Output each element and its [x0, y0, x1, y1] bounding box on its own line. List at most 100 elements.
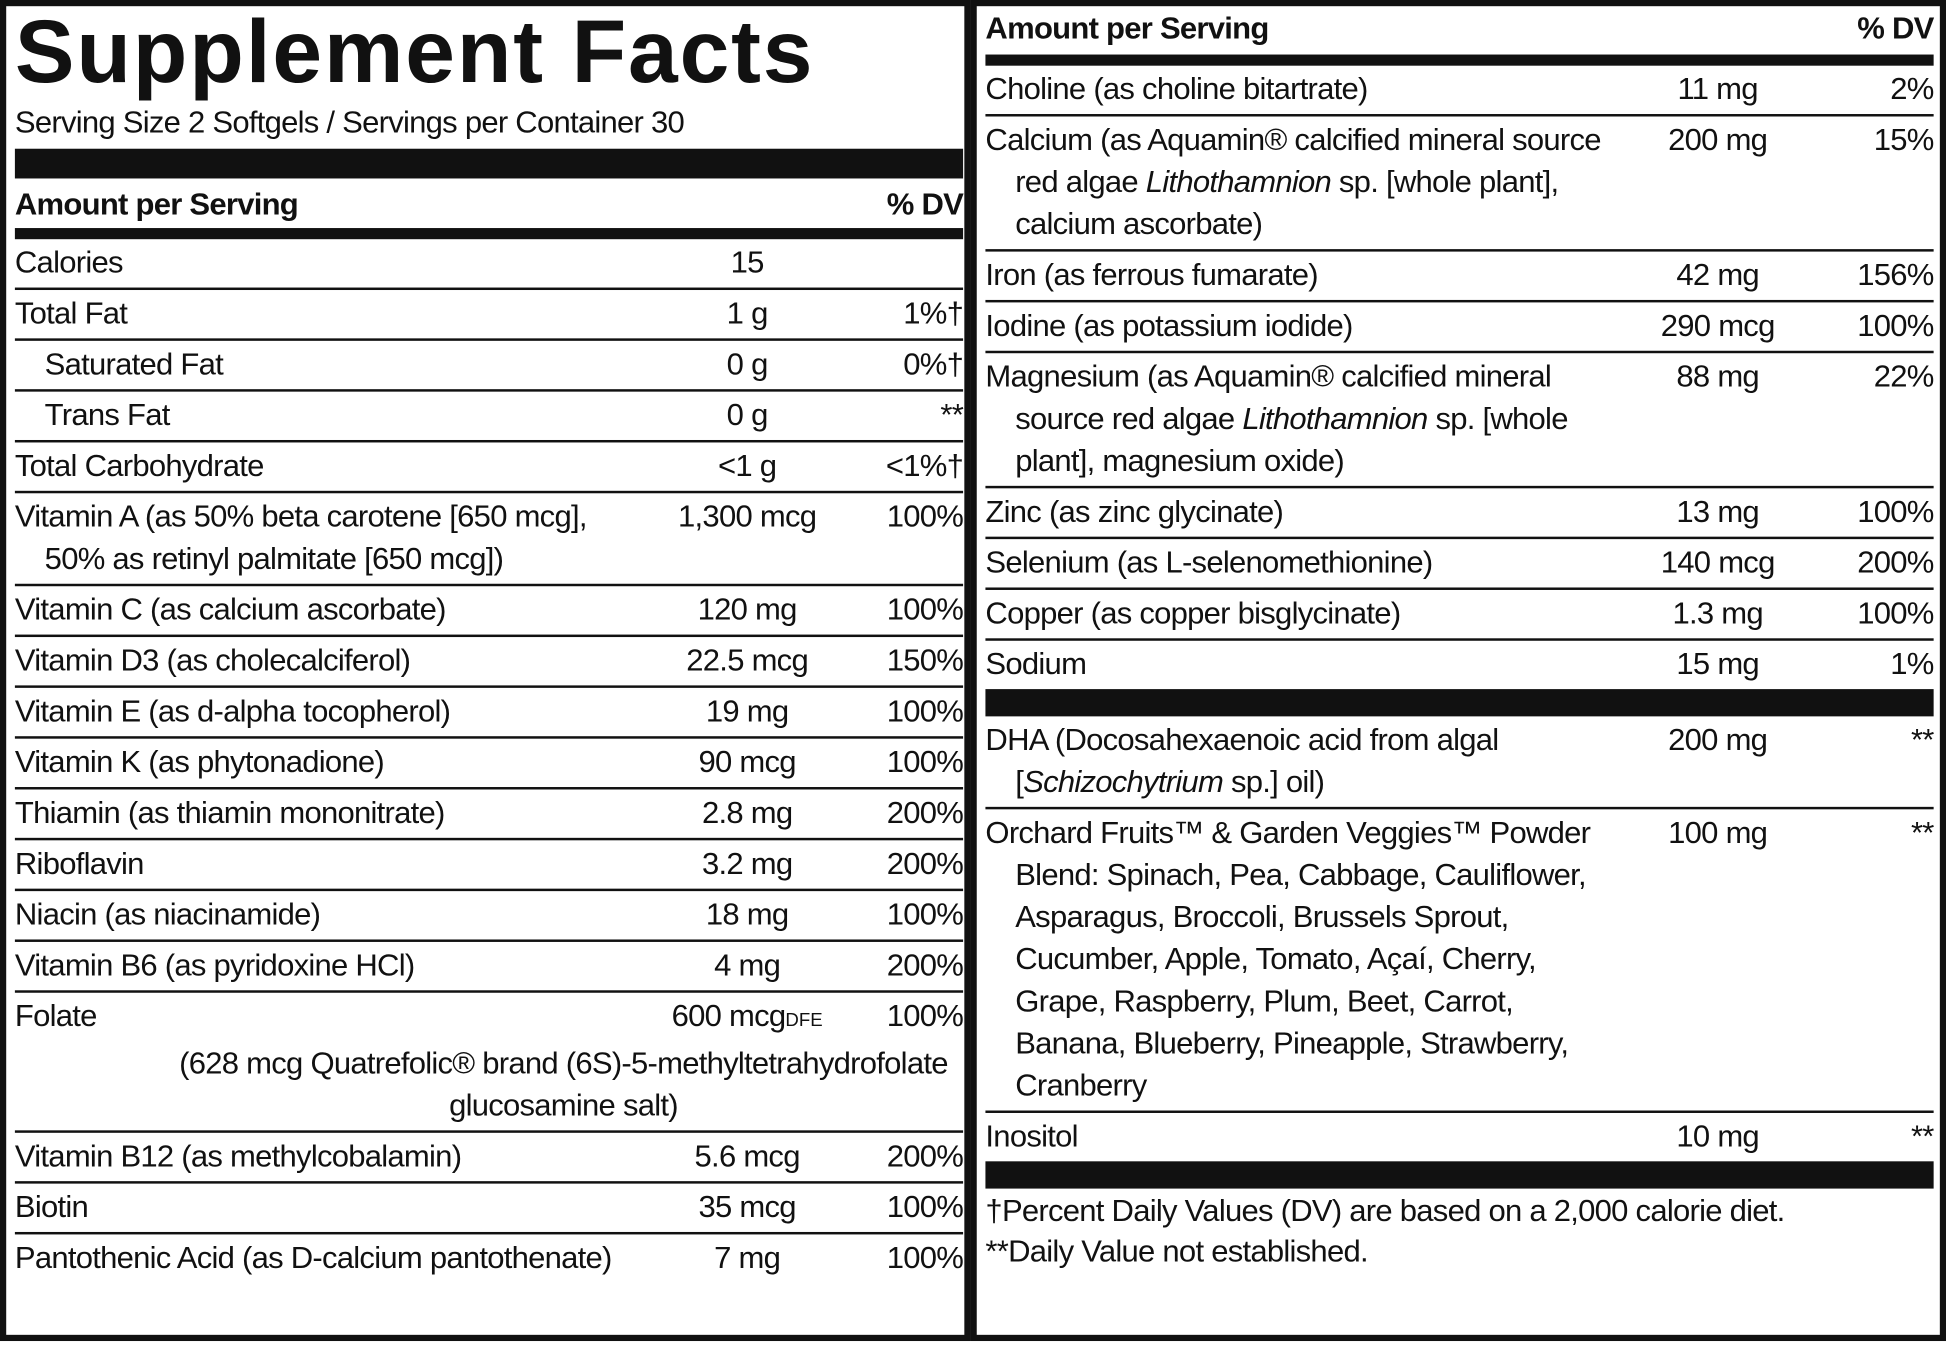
name-text: Inositol — [985, 1119, 1078, 1154]
nutrient-name: Thiamin (as thiamin mononitrate) — [15, 792, 642, 834]
daily-value: 100% — [886, 1189, 964, 1225]
serving-size: Serving Size 2 Softgels / Servings per C… — [14, 105, 685, 141]
amount: 15 — [642, 242, 853, 284]
name-text: Vitamin B6 (as pyridoxine HCl) — [14, 948, 415, 983]
row-group: Choline (as choline bitartrate) 11 mg 2% Ca… — [985, 66, 1934, 689]
daily-value: 0%† — [903, 347, 964, 382]
nutrient-name: Vitamin B6 (as pyridoxine HCl) — [15, 944, 642, 986]
name-text: Choline (as choline bitartrate) — [985, 71, 1368, 107]
daily-value: 100% — [886, 744, 964, 780]
amount: 88 mg — [1612, 356, 1823, 482]
nutrient-name: Pantothenic Acid (as D-calcium pantothen… — [15, 1237, 642, 1279]
name-text: Thiamin (as thiamin mononitrate) — [14, 795, 445, 831]
nutrient-row: Copper (as copper bisglycinate) 1.3 mg 100… — [985, 590, 1934, 641]
nutrient-name: Niacin (as niacinamide) — [15, 894, 642, 936]
column-title: Amount per Serving — [985, 11, 1269, 46]
amount: 1.3 mg — [1612, 592, 1823, 634]
name-text: Niacin (as niacinamide) — [14, 897, 321, 933]
amount-value: 15 mg — [1676, 646, 1759, 682]
nutrient-row: Biotin 35 mcg 100% — [14, 1184, 964, 1235]
nutrient-row: Pantothenic Acid (as D-calcium pantothen… — [15, 1234, 964, 1282]
amount: 0 g — [642, 343, 853, 385]
amount: 200 mg — [1612, 119, 1823, 245]
right-frame — [970, 0, 1946, 1342]
amount: 290 mcg — [1612, 305, 1823, 347]
daily-value: 200% — [886, 846, 964, 882]
title: Supplement Facts — [14, 2, 815, 102]
amount-value: 0 g — [726, 397, 769, 433]
nutrient-row: Choline (as choline bitartrate) 11 mg 2% — [985, 66, 1934, 117]
name-text: Vitamin E (as d-alpha tocopherol) — [14, 694, 451, 729]
thick-bar — [14, 148, 964, 179]
amount: 120 mg — [642, 589, 853, 631]
daily-value: ** — [940, 397, 964, 433]
daily-value: 200% — [886, 948, 964, 983]
daily-value: ** — [1910, 722, 1934, 758]
rows: Choline (as choline bitartrate) 11 mg 2% Ca… — [985, 66, 1934, 1273]
nutrient-name: Total Fat — [15, 292, 642, 334]
nutrient-row: Selenium (as L-selenomethionine) 140 mcg 2… — [985, 539, 1934, 590]
amount-value: 90 mcg — [698, 744, 796, 780]
nutrient-row: Riboflavin 3.2 mg 200% — [14, 840, 964, 892]
nutrient-row: Orchard Fruits™ & Garden Veggies™ Powder… — [985, 809, 1934, 1113]
daily-value: 100% — [1857, 596, 1934, 631]
name-text: Copper (as copper bisglycinate) — [985, 596, 1401, 631]
nutrient-row: Vitamin B12 (as methylcobalamin) 5.6 mcg 2… — [14, 1133, 964, 1184]
right-panel: Amount per Serving % DV Choline (as chol… — [985, 5, 1934, 1273]
name-text: Vitamin B12 (as methylcobalamin) — [14, 1139, 462, 1174]
amount-value: 22.5 mcg — [686, 643, 808, 678]
nutrient-name: Total Carbohydrate — [15, 445, 642, 487]
rows: Calories 15 Total Fat 1 g 1%† Saturated Fat 0 … — [14, 239, 964, 1283]
name-text: sp.] oil) — [1223, 764, 1325, 800]
daily-value: 156% — [1857, 257, 1934, 293]
nutrient-row: DHA (Docosahexaenoic acid from algal [Sc… — [985, 716, 1934, 810]
amount: 2.8 mg — [642, 792, 853, 834]
nutrient-name: Calories — [15, 242, 642, 284]
nutrient-row: Total Carbohydrate <1 g <1%† — [14, 442, 964, 494]
row-group: DHA (Docosahexaenoic acid from algal [Sc… — [985, 716, 1934, 1161]
nutrient-name: Sodium — [985, 643, 1612, 685]
name-text: Saturated Fat — [44, 347, 224, 382]
name-text: Riboflavin — [14, 846, 145, 882]
amount-value: 1.3 mg — [1672, 596, 1763, 631]
amount: 35 mcg — [642, 1186, 853, 1228]
nutrient-name: Zinc (as zinc glycinate) — [985, 491, 1612, 533]
nutrient-row: Folate 600 mcgDFE 100% (628 mcg Quatrefolic… — [14, 993, 964, 1133]
amount-value: 3.2 mg — [701, 846, 793, 882]
footnote: †Percent Daily Values (DV) are based on … — [985, 1193, 1785, 1229]
daily-value: 100% — [886, 592, 964, 628]
amount-value: 88 mg — [1676, 359, 1759, 395]
name-text: Schizochytrium — [1023, 764, 1224, 800]
name-text: Folate — [14, 998, 98, 1034]
name-text: Vitamin K (as phytonadione) — [14, 744, 385, 780]
nutrient-name: Folate — [15, 995, 642, 1042]
daily-value: 200% — [886, 795, 964, 831]
amount-value: 0 g — [726, 347, 769, 382]
daily-value: 100% — [886, 1240, 964, 1276]
thick-bar — [985, 689, 1934, 717]
amount-value: 15 — [730, 245, 765, 281]
nutrient-row: Vitamin B6 (as pyridoxine HCl) 4 mg 200% — [14, 942, 964, 993]
nutrient-name: Vitamin E (as d-alpha tocopherol) — [15, 690, 642, 732]
name-text: Magnesium (as Aquamin® calcified mineral… — [985, 359, 1552, 437]
daily-value: 100% — [1857, 494, 1934, 530]
nutrient-name: Vitamin A (as 50% beta carotene [650 mcg… — [15, 496, 642, 580]
amount-value: 140 mcg — [1660, 545, 1776, 581]
daily-value: 100% — [886, 897, 964, 933]
nutrient-name: Orchard Fruits™ & Garden Veggies™ Powder… — [985, 812, 1612, 1107]
amount: 140 mcg — [1612, 542, 1823, 584]
nutrient-name: Vitamin B12 (as methylcobalamin) — [15, 1135, 642, 1177]
amount: 7 mg — [642, 1237, 853, 1279]
amount: 15 mg — [1612, 643, 1823, 685]
nutrient-row: Iron (as ferrous fumarate) 42 mg 156% — [985, 252, 1934, 303]
nutrient-row: Calories 15 — [14, 239, 964, 291]
nutrient-name: Riboflavin — [15, 843, 642, 885]
amount: 200 mg — [1612, 719, 1823, 803]
amount: 18 mg — [642, 894, 853, 936]
amount: 11 mg — [1612, 68, 1823, 110]
name-text: Calories — [14, 245, 124, 281]
thick-bar — [985, 54, 1934, 66]
amount-value: 5.6 mcg — [694, 1139, 801, 1174]
amount: 600 mcgDFE — [642, 995, 853, 1042]
